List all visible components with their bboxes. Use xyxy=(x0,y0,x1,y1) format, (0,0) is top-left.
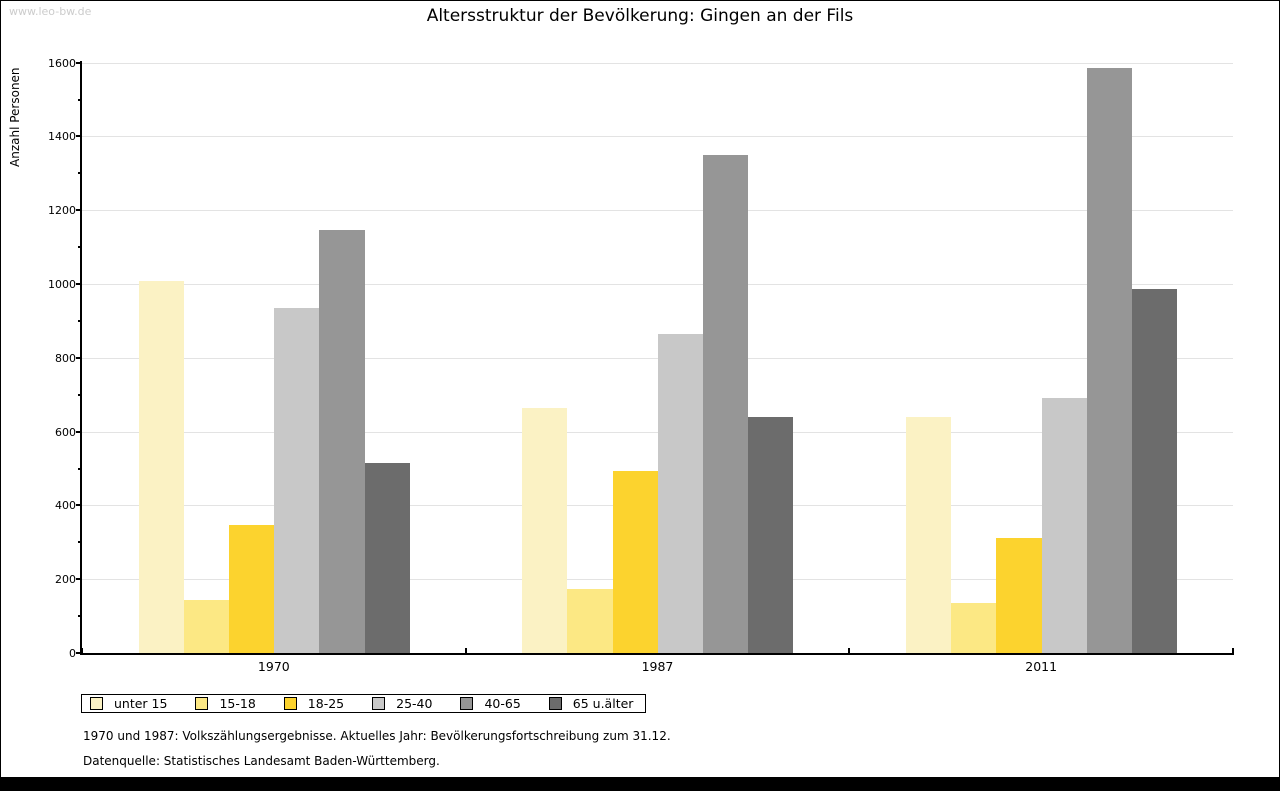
x-category-label: 2011 xyxy=(1025,659,1058,674)
x-boundary-tick xyxy=(81,648,83,653)
legend-label: 40-65 xyxy=(484,696,521,711)
y-major-tick xyxy=(76,61,82,64)
y-major-tick xyxy=(76,504,82,507)
y-major-tick xyxy=(76,578,82,581)
bar-1987-40-65 xyxy=(703,155,749,653)
bar-1970-40-65 xyxy=(319,229,365,653)
legend-item-40-65: 40-65 xyxy=(460,696,521,711)
bar-2011-15-18 xyxy=(951,603,997,653)
y-tick-label: 0 xyxy=(69,647,76,660)
y-gridline xyxy=(82,284,1233,285)
y-gridline xyxy=(82,62,1233,64)
legend-swatch-icon xyxy=(283,697,297,710)
chart-title: Altersstruktur der Bevölkerung: Gingen a… xyxy=(426,6,854,26)
legend-label: 65 u.älter xyxy=(572,696,634,711)
bar-1970-65-u.älter xyxy=(364,462,410,653)
y-tick-label: 1400 xyxy=(48,130,76,144)
legend-swatch-icon xyxy=(90,697,103,710)
bottom-divider-bar xyxy=(1,777,1279,790)
y-major-tick xyxy=(76,652,82,654)
bar-1987-25-40 xyxy=(657,334,704,653)
legend-swatch-icon xyxy=(195,697,209,710)
legend: unter 15 15-18 18-25 25-40 40-65 65 u.älter xyxy=(81,694,646,713)
bar-1987-18-25 xyxy=(612,471,658,653)
legend-item-unter-15: unter 15 xyxy=(90,696,167,711)
bar-1970-18-25 xyxy=(229,524,275,653)
bar-1987-15-18 xyxy=(567,589,613,653)
legend-swatch-icon xyxy=(372,697,386,710)
x-axis-line xyxy=(80,653,1234,655)
footnote-data-source: Datenquelle: Statistisches Landesamt Bad… xyxy=(83,754,440,768)
bar-2011-40-65 xyxy=(1086,68,1132,653)
footnote-source-note: 1970 und 1987: Volkszählungsergebnisse. … xyxy=(83,729,671,743)
legend-label: unter 15 xyxy=(114,696,168,711)
y-major-tick xyxy=(76,430,82,433)
legend-item-25-40: 25-40 xyxy=(372,696,432,711)
x-boundary-tick xyxy=(464,648,467,653)
bar-1987-65-u.älter xyxy=(748,416,794,653)
y-tick-label: 1200 xyxy=(48,204,76,218)
bar-1970-25-40 xyxy=(274,307,320,653)
y-major-tick xyxy=(76,209,82,212)
legend-swatch-icon xyxy=(460,697,474,710)
legend-item-18-25: 18-25 xyxy=(283,696,345,711)
legend-label: 18-25 xyxy=(307,696,345,711)
y-gridline xyxy=(82,357,1233,359)
bar-2011-unter-15 xyxy=(905,416,952,653)
y-axis-line xyxy=(80,61,82,655)
legend-item-15-18: 15-18 xyxy=(195,696,256,711)
x-category-label: 1970 xyxy=(257,659,290,674)
y-gridline xyxy=(82,431,1233,433)
y-tick-label: 600 xyxy=(55,425,76,439)
bar-2011-18-25 xyxy=(996,537,1042,653)
watermark: www.leo-bw.de xyxy=(9,5,92,18)
bar-1987-unter-15 xyxy=(522,407,568,653)
x-category-label: 1987 xyxy=(641,659,674,674)
legend-item-65-u.älter: 65 u.älter xyxy=(548,696,634,711)
y-major-tick xyxy=(76,356,82,359)
bar-2011-65-u.älter xyxy=(1131,289,1178,653)
y-gridline xyxy=(82,210,1233,212)
x-boundary-tick xyxy=(1232,648,1234,653)
y-tick-label: 1000 xyxy=(48,278,76,291)
bar-1970-15-18 xyxy=(183,599,229,653)
legend-swatch-icon xyxy=(548,697,562,710)
y-gridline xyxy=(82,136,1233,138)
y-axis-title: Anzahl Personen xyxy=(8,67,22,167)
y-major-tick xyxy=(76,135,82,138)
y-tick-label: 200 xyxy=(55,573,76,587)
y-tick-label: 400 xyxy=(55,499,76,513)
x-boundary-tick xyxy=(848,648,851,653)
y-tick-label: 1600 xyxy=(48,56,76,70)
y-major-tick xyxy=(76,283,82,285)
bar-1970-unter-15 xyxy=(138,281,184,653)
y-tick-label: 800 xyxy=(55,351,76,365)
legend-label: 15-18 xyxy=(219,696,256,711)
bar-2011-25-40 xyxy=(1041,398,1087,653)
legend-label: 25-40 xyxy=(396,696,433,711)
